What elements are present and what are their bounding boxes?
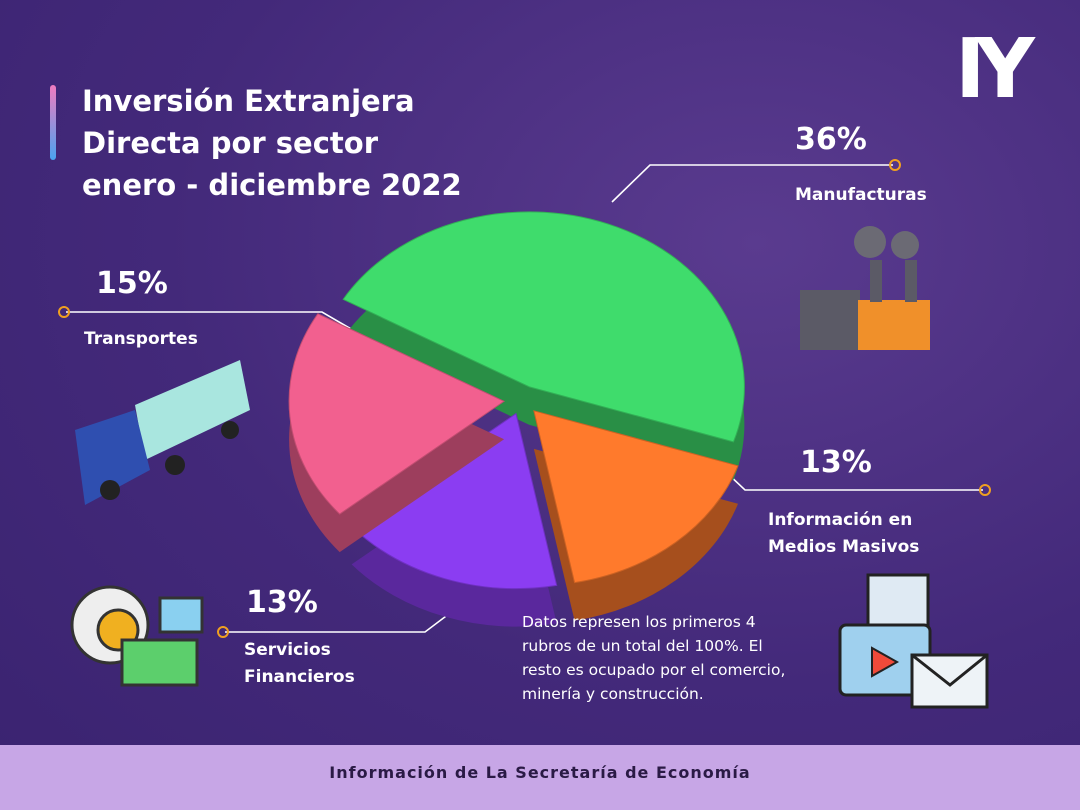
- title-accent: [50, 85, 56, 160]
- slice: [533, 410, 739, 584]
- slice: [342, 211, 745, 443]
- media-icon: [838, 573, 989, 709]
- title-line: Directa por sector: [82, 126, 378, 160]
- chart-title: Inversión Extranjera Directa por sector …: [82, 80, 462, 206]
- note: Datos represen los primeros 4 rubros de …: [522, 613, 786, 703]
- value-label: 15%: [96, 266, 168, 301]
- value-label: 13%: [246, 585, 318, 620]
- value-label: 13%: [800, 445, 872, 480]
- category-label: Información en Medios Masivos: [768, 510, 920, 557]
- factory-icon: [800, 226, 930, 350]
- title-line: enero - diciembre 2022: [82, 168, 462, 202]
- finance-icon: [70, 585, 204, 687]
- category-label: Transportes: [84, 329, 198, 349]
- title-line: Inversión Extranjera: [82, 84, 415, 118]
- truck-icon: [75, 360, 250, 505]
- footer: Información de La Secretaría de Economía: [0, 745, 1080, 810]
- value-label: 36%: [795, 122, 867, 157]
- logo: IY: [955, 22, 1035, 117]
- category-label: Manufacturas: [795, 185, 927, 205]
- slice: [350, 412, 558, 590]
- category-label: Servicios Financieros: [244, 640, 355, 687]
- slice: [288, 313, 506, 515]
